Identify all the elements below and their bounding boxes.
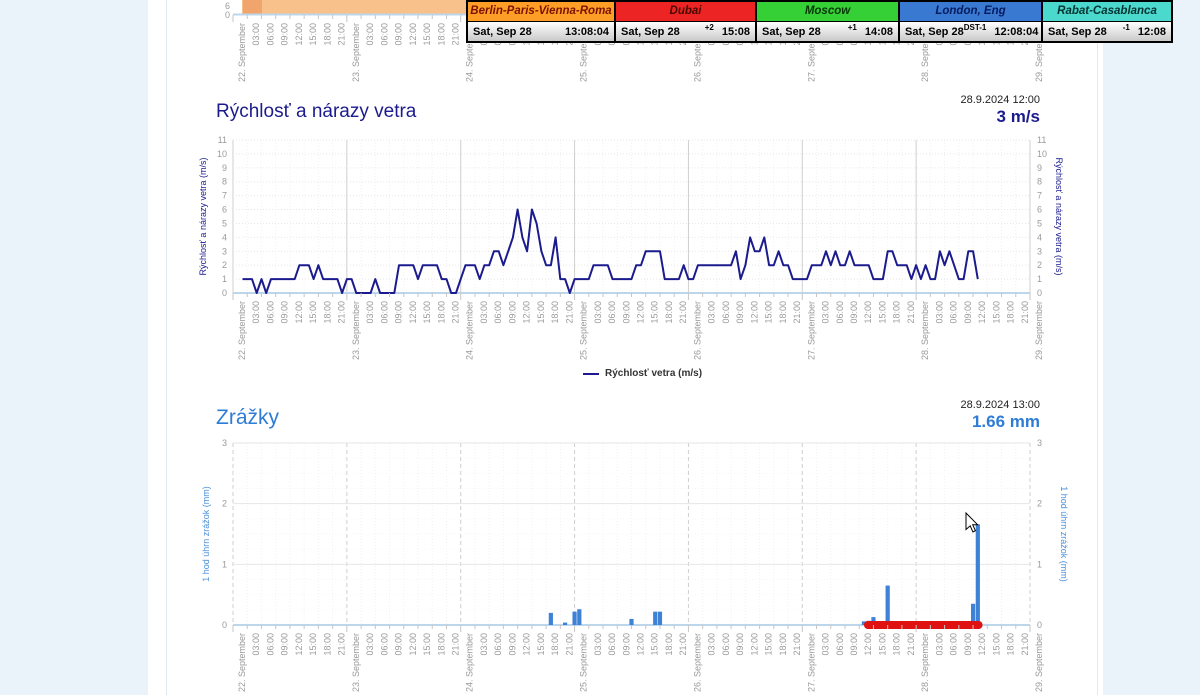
timezone-card-moscow[interactable]: Moscow Sat, Sep 28 +1 14:08 bbox=[755, 2, 898, 41]
timezone-date: Sat, Sep 28 bbox=[905, 25, 964, 38]
timezone-offset: -1 bbox=[1122, 23, 1130, 32]
precip-tooltip-value: 1.66 mm bbox=[971, 412, 1040, 431]
wind-legend-label: Rýchlosť vetra (m/s) bbox=[605, 368, 703, 379]
content-right-border bbox=[1097, 0, 1098, 695]
wind-tooltip-value: 3 m/s bbox=[996, 107, 1040, 126]
content-left-border bbox=[166, 0, 167, 695]
world-clock-widget[interactable]: Berlin-Paris-Vienna-Roma Sat, Sep 28 13:08… bbox=[466, 0, 1173, 43]
timezone-date: Sat, Sep 28 bbox=[621, 25, 680, 38]
timezone-card-london-eng[interactable]: London, Eng Sat, Sep 28 DST-1 12:08:04 bbox=[898, 2, 1041, 41]
precip-chart-title: Zrážky bbox=[216, 406, 279, 429]
timezone-offset: +1 bbox=[847, 23, 857, 32]
timezone-name: London, Eng bbox=[900, 2, 1041, 22]
precip-tooltip: 28.9.2024 13:00 1.66 mm bbox=[960, 399, 1040, 432]
timezone-time-row: Sat, Sep 28 13:08:04 bbox=[468, 22, 614, 41]
wind-legend[interactable]: Rýchlosť vetra (m/s) bbox=[583, 368, 702, 379]
timezone-time-row: Sat, Sep 28 -1 12:08 bbox=[1043, 22, 1171, 41]
wind-tooltip-date: 28.9.2024 12:00 bbox=[960, 94, 1040, 106]
timezone-date: Sat, Sep 28 bbox=[762, 25, 821, 38]
timezone-offset: DST-1 bbox=[963, 23, 987, 32]
timezone-name: Berlin-Paris-Vienna-Roma bbox=[468, 2, 614, 22]
timezone-time-row: Sat, Sep 28 +2 15:08 bbox=[616, 22, 755, 41]
timezone-time-row: Sat, Sep 28 +1 14:08 bbox=[757, 22, 898, 41]
timezone-name: Moscow bbox=[757, 2, 898, 22]
timezone-time: 14:08 bbox=[864, 25, 893, 38]
timezone-card-rabat-casablanca[interactable]: Rabat-Casablanca Sat, Sep 28 -1 12:08 bbox=[1041, 2, 1171, 41]
timezone-name: Rabat-Casablanca bbox=[1043, 2, 1171, 22]
timezone-card-berlin-paris-vienna-roma[interactable]: Berlin-Paris-Vienna-Roma Sat, Sep 28 13:08… bbox=[468, 2, 614, 41]
timezone-offset: +2 bbox=[704, 23, 714, 32]
timezone-time: 13:08:04 bbox=[564, 25, 609, 38]
timezone-time-row: Sat, Sep 28 DST-1 12:08:04 bbox=[900, 22, 1041, 41]
timezone-time: 15:08 bbox=[721, 25, 750, 38]
wind-chart-title: Rýchlosť a nárazy vetra bbox=[216, 101, 417, 122]
timezone-time: 12:08 bbox=[1137, 25, 1166, 38]
precip-tooltip-date: 28.9.2024 13:00 bbox=[960, 399, 1040, 411]
wind-tooltip: 28.9.2024 12:00 3 m/s bbox=[960, 94, 1040, 127]
wind-legend-line-icon bbox=[583, 372, 599, 375]
timezone-name: Dubai bbox=[616, 2, 755, 22]
timezone-date: Sat, Sep 28 bbox=[473, 25, 532, 38]
timezone-date: Sat, Sep 28 bbox=[1048, 25, 1107, 38]
timezone-card-dubai[interactable]: Dubai Sat, Sep 28 +2 15:08 bbox=[614, 2, 755, 41]
timezone-time: 12:08:04 bbox=[994, 25, 1039, 38]
